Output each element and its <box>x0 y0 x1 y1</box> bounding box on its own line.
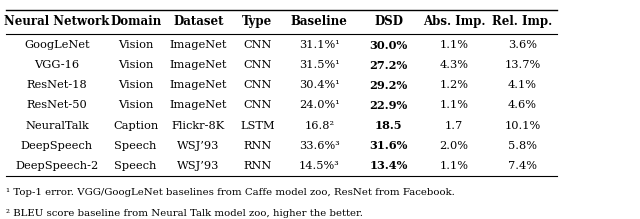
Text: 14.5%³: 14.5%³ <box>299 161 340 171</box>
Text: 30.4%¹: 30.4%¹ <box>299 80 340 90</box>
Text: ImageNet: ImageNet <box>170 80 227 90</box>
Text: CNN: CNN <box>243 101 271 110</box>
Text: Rel. Imp.: Rel. Imp. <box>492 15 553 28</box>
Text: ResNet-50: ResNet-50 <box>27 101 87 110</box>
Text: GoogLeNet: GoogLeNet <box>24 40 90 50</box>
Text: Domain: Domain <box>110 15 161 28</box>
Text: ImageNet: ImageNet <box>170 40 227 50</box>
Text: 7.4%: 7.4% <box>508 161 537 171</box>
Text: Baseline: Baseline <box>291 15 348 28</box>
Text: 16.8²: 16.8² <box>304 121 335 131</box>
Text: 31.6%: 31.6% <box>369 140 408 151</box>
Text: Abs. Imp.: Abs. Imp. <box>423 15 485 28</box>
Text: 18.5: 18.5 <box>375 120 402 131</box>
Text: 5.8%: 5.8% <box>508 141 537 151</box>
Text: Type: Type <box>242 15 273 28</box>
Text: 13.4%: 13.4% <box>369 160 408 171</box>
Text: CNN: CNN <box>243 60 271 70</box>
Text: ImageNet: ImageNet <box>170 101 227 110</box>
Text: Vision: Vision <box>118 60 154 70</box>
Text: 33.6%³: 33.6%³ <box>299 141 340 151</box>
Text: CNN: CNN <box>243 80 271 90</box>
Text: 30.0%: 30.0% <box>369 39 408 51</box>
Text: VGG-16: VGG-16 <box>35 60 79 70</box>
Text: LSTM: LSTM <box>240 121 275 131</box>
Text: 1.1%: 1.1% <box>440 101 468 110</box>
Text: WSJ’93: WSJ’93 <box>177 161 220 171</box>
Text: 1.1%: 1.1% <box>440 161 468 171</box>
Text: 1.1%: 1.1% <box>440 40 468 50</box>
Text: 3.6%: 3.6% <box>508 40 537 50</box>
Text: DSD: DSD <box>374 15 403 28</box>
Text: 27.2%: 27.2% <box>369 60 408 71</box>
Text: 13.7%: 13.7% <box>504 60 541 70</box>
Text: Dataset: Dataset <box>173 15 223 28</box>
Text: 22.9%: 22.9% <box>369 100 408 111</box>
Text: ¹ Top-1 error. VGG/GoogLeNet baselines from Caffe model zoo, ResNet from Faceboo: ¹ Top-1 error. VGG/GoogLeNet baselines f… <box>6 188 455 197</box>
Text: ResNet-18: ResNet-18 <box>27 80 87 90</box>
Text: 1.2%: 1.2% <box>440 80 468 90</box>
Text: RNN: RNN <box>243 141 271 151</box>
Text: 4.1%: 4.1% <box>508 80 537 90</box>
Text: 4.3%: 4.3% <box>440 60 468 70</box>
Text: 2.0%: 2.0% <box>440 141 468 151</box>
Text: Flickr-8K: Flickr-8K <box>172 121 225 131</box>
Text: Vision: Vision <box>118 101 154 110</box>
Text: WSJ’93: WSJ’93 <box>177 141 220 151</box>
Text: Vision: Vision <box>118 40 154 50</box>
Text: 31.1%¹: 31.1%¹ <box>299 40 340 50</box>
Text: 10.1%: 10.1% <box>504 121 541 131</box>
Text: ² BLEU score baseline from Neural Talk model zoo, higher the better.: ² BLEU score baseline from Neural Talk m… <box>6 209 364 218</box>
Text: 31.5%¹: 31.5%¹ <box>299 60 340 70</box>
Text: 4.6%: 4.6% <box>508 101 537 110</box>
Text: Caption: Caption <box>113 121 158 131</box>
Text: 29.2%: 29.2% <box>369 80 408 91</box>
Text: RNN: RNN <box>243 161 271 171</box>
Text: 24.0%¹: 24.0%¹ <box>299 101 340 110</box>
Text: DeepSpeech: DeepSpeech <box>21 141 93 151</box>
Text: Speech: Speech <box>115 161 157 171</box>
Text: NeuralTalk: NeuralTalk <box>25 121 89 131</box>
Text: 1.7: 1.7 <box>445 121 463 131</box>
Text: Vision: Vision <box>118 80 154 90</box>
Text: ImageNet: ImageNet <box>170 60 227 70</box>
Text: CNN: CNN <box>243 40 271 50</box>
Text: DeepSpeech-2: DeepSpeech-2 <box>15 161 99 171</box>
Text: Speech: Speech <box>115 141 157 151</box>
Text: Neural Network: Neural Network <box>4 15 109 28</box>
